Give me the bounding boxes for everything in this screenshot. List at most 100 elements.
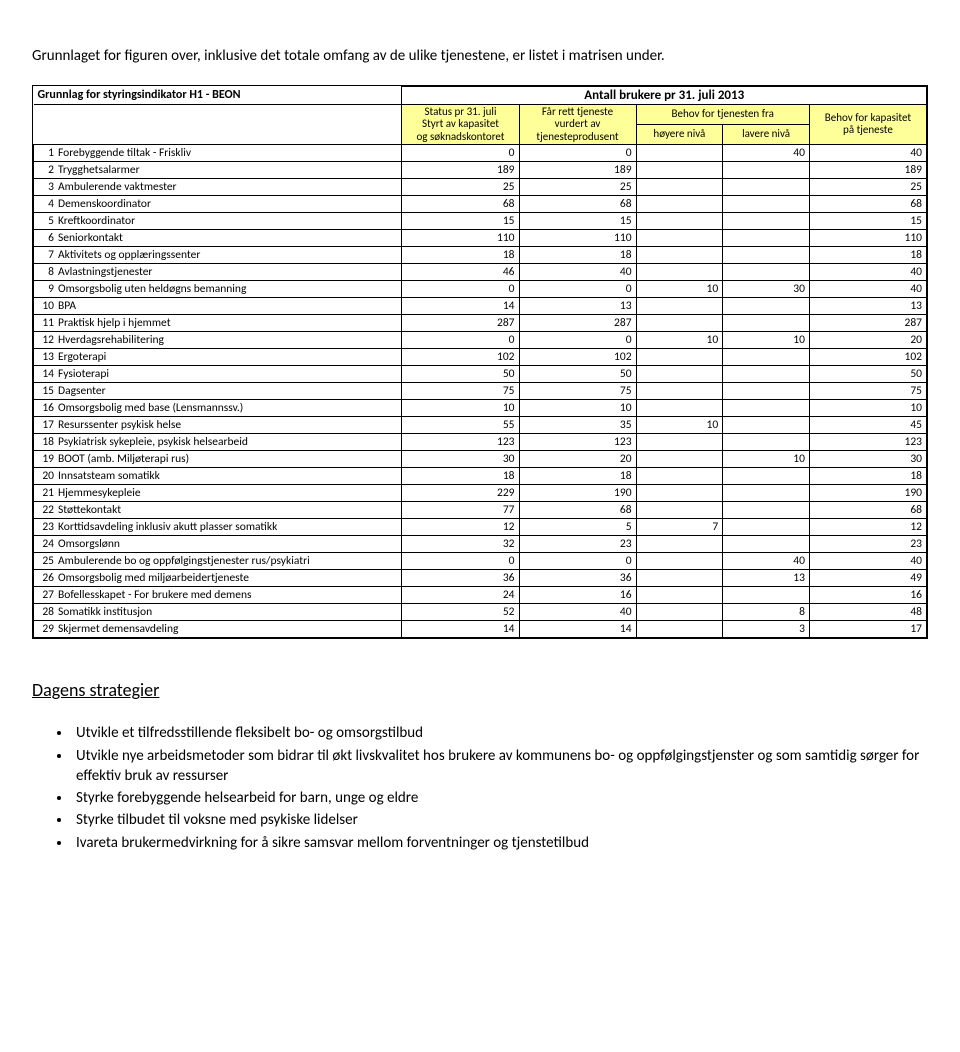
- row-label: 12Hverdagsrehabilitering: [34, 332, 402, 349]
- cell-lavere: [723, 247, 810, 264]
- cell-kapasitet: 189: [809, 162, 926, 179]
- table-row: 22Støttekontakt776868: [34, 502, 927, 519]
- cell-kapasitet: 40: [809, 281, 926, 298]
- cell-kapasitet: 190: [809, 485, 926, 502]
- row-label: 8Avlastningstjenester: [34, 264, 402, 281]
- row-label: 29Skjermet demensavdeling: [34, 621, 402, 638]
- list-item: Ivareta brukermedvirkning for å sikre sa…: [72, 833, 928, 853]
- cell-kapasitet: 40: [809, 145, 926, 162]
- cell-kapasitet: 50: [809, 366, 926, 383]
- cell-vurdert: 0: [519, 332, 636, 349]
- cell-vurdert: 5: [519, 519, 636, 536]
- cell-hoyere: [636, 570, 723, 587]
- cell-hoyere: [636, 213, 723, 230]
- row-label: 13Ergoterapi: [34, 349, 402, 366]
- strategies-list: Utvikle et tilfredsstillende fleksibelt …: [32, 723, 928, 853]
- cell-kapasitet: 20: [809, 332, 926, 349]
- table-row: 15Dagsenter757575: [34, 383, 927, 400]
- cell-kapasitet: 45: [809, 417, 926, 434]
- cell-lavere: 10: [723, 451, 810, 468]
- cell-vurdert: 50: [519, 366, 636, 383]
- cell-kapasitet: 102: [809, 349, 926, 366]
- table-row: 16Omsorgsbolig med base (Lensmannssv.)10…: [34, 400, 927, 417]
- cell-kapasitet: 75: [809, 383, 926, 400]
- cell-vurdert: 102: [519, 349, 636, 366]
- cell-kapasitet: 30: [809, 451, 926, 468]
- cell-status: 0: [402, 145, 519, 162]
- cell-status: 50: [402, 366, 519, 383]
- cell-vurdert: 23: [519, 536, 636, 553]
- cell-lavere: [723, 162, 810, 179]
- cell-vurdert: 36: [519, 570, 636, 587]
- list-item: Utvikle nye arbeidsmetoder som bidrar ti…: [72, 746, 928, 787]
- table-row: 11Praktisk hjelp i hjemmet287287287: [34, 315, 927, 332]
- row-label: 7Aktivitets og opplæringssenter: [34, 247, 402, 264]
- cell-vurdert: 68: [519, 196, 636, 213]
- table-row: 12Hverdagsrehabilitering00101020: [34, 332, 927, 349]
- cell-vurdert: 189: [519, 162, 636, 179]
- list-item: Styrke forebyggende helsearbeid for barn…: [72, 788, 928, 808]
- table-row: 1Forebyggende tiltak - Friskliv004040: [34, 145, 927, 162]
- cell-lavere: 3: [723, 621, 810, 638]
- cell-lavere: 13: [723, 570, 810, 587]
- cell-hoyere: [636, 468, 723, 485]
- cell-vurdert: 75: [519, 383, 636, 400]
- cell-status: 77: [402, 502, 519, 519]
- cell-status: 18: [402, 247, 519, 264]
- cell-status: 287: [402, 315, 519, 332]
- table-row: 29Skjermet demensavdeling1414317: [34, 621, 927, 638]
- cell-lavere: [723, 434, 810, 451]
- cell-lavere: 10: [723, 332, 810, 349]
- table-row: 25Ambulerende bo og oppfølgingstjenester…: [34, 553, 927, 570]
- strategies-heading: Dagens strategier: [32, 679, 928, 701]
- table-title-left: Grunnlag for styringsindikator H1 - BEON: [34, 86, 402, 104]
- header-col5: Behov for kapasitetpå tjeneste: [809, 104, 926, 145]
- table-row: 14Fysioterapi505050: [34, 366, 927, 383]
- cell-lavere: [723, 502, 810, 519]
- cell-kapasitet: 16: [809, 587, 926, 604]
- row-label: 1Forebyggende tiltak - Friskliv: [34, 145, 402, 162]
- cell-kapasitet: 18: [809, 468, 926, 485]
- cell-status: 10: [402, 400, 519, 417]
- row-label: 21Hjemmesykepleie: [34, 485, 402, 502]
- row-label: 6Seniorkontakt: [34, 230, 402, 247]
- header-col4: lavere nivå: [723, 124, 810, 144]
- cell-hoyere: [636, 366, 723, 383]
- cell-lavere: [723, 417, 810, 434]
- cell-lavere: [723, 315, 810, 332]
- cell-hoyere: [636, 604, 723, 621]
- cell-lavere: [723, 213, 810, 230]
- cell-vurdert: 110: [519, 230, 636, 247]
- cell-vurdert: 18: [519, 247, 636, 264]
- cell-hoyere: [636, 383, 723, 400]
- cell-hoyere: [636, 485, 723, 502]
- cell-lavere: 40: [723, 145, 810, 162]
- cell-hoyere: [636, 502, 723, 519]
- table-row: 26Omsorgsbolig med miljøarbeidertjeneste…: [34, 570, 927, 587]
- cell-status: 24: [402, 587, 519, 604]
- cell-vurdert: 0: [519, 553, 636, 570]
- cell-kapasitet: 110: [809, 230, 926, 247]
- cell-hoyere: 10: [636, 332, 723, 349]
- cell-vurdert: 287: [519, 315, 636, 332]
- cell-lavere: [723, 230, 810, 247]
- cell-lavere: [723, 587, 810, 604]
- cell-vurdert: 40: [519, 604, 636, 621]
- cell-status: 55: [402, 417, 519, 434]
- cell-hoyere: [636, 553, 723, 570]
- table-row: 18Psykiatrisk sykepleie, psykisk helsear…: [34, 434, 927, 451]
- cell-status: 0: [402, 332, 519, 349]
- row-label: 10BPA: [34, 298, 402, 315]
- cell-kapasitet: 13: [809, 298, 926, 315]
- row-label: 25Ambulerende bo og oppfølgingstjenester…: [34, 553, 402, 570]
- cell-status: 46: [402, 264, 519, 281]
- cell-hoyere: [636, 247, 723, 264]
- cell-hoyere: [636, 587, 723, 604]
- table-row: 5Kreftkoordinator151515: [34, 213, 927, 230]
- cell-status: 15: [402, 213, 519, 230]
- cell-hoyere: [636, 434, 723, 451]
- cell-vurdert: 16: [519, 587, 636, 604]
- cell-lavere: [723, 366, 810, 383]
- cell-status: 110: [402, 230, 519, 247]
- row-label: 23Korttidsavdeling inklusiv akutt plasse…: [34, 519, 402, 536]
